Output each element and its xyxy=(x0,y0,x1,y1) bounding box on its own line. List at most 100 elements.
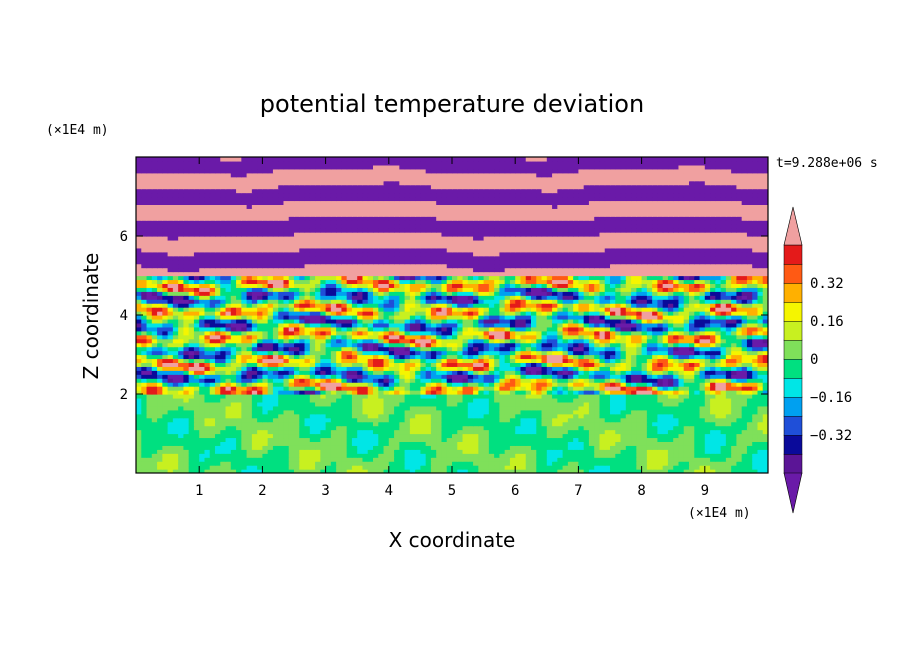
heatmap-cell xyxy=(241,437,248,442)
heatmap-cell xyxy=(515,311,522,316)
heatmap-cell xyxy=(520,354,527,360)
heatmap-cell xyxy=(383,461,390,466)
heatmap-cell xyxy=(351,425,358,431)
heatmap-cell xyxy=(373,401,379,407)
heatmap-cell xyxy=(294,405,300,411)
heatmap-cell xyxy=(241,378,248,383)
heatmap-cell xyxy=(646,318,653,324)
heatmap-cell xyxy=(209,315,216,320)
heatmap-cell xyxy=(251,342,258,348)
heatmap-cell xyxy=(309,330,316,336)
heatmap-cell xyxy=(552,311,558,316)
heatmap-cell xyxy=(162,307,169,312)
heatmap-cell xyxy=(441,326,448,332)
heatmap-cell xyxy=(573,390,579,395)
heatmap-cell xyxy=(415,307,421,312)
heatmap-cell xyxy=(578,311,585,316)
heatmap-cell xyxy=(294,457,300,462)
heatmap-cell xyxy=(315,366,321,371)
heatmap-cell xyxy=(225,386,232,391)
heatmap-cell xyxy=(452,382,458,387)
heatmap-cell xyxy=(404,425,411,431)
heatmap-cell xyxy=(604,378,611,383)
heatmap-cell xyxy=(646,378,653,383)
heatmap-cell xyxy=(583,366,590,371)
heatmap-cell xyxy=(483,378,490,383)
heatmap-cell xyxy=(631,405,637,411)
heatmap-cell xyxy=(520,441,527,446)
heatmap-cell xyxy=(504,334,511,340)
heatmap-cell xyxy=(367,358,374,363)
heatmap-cell xyxy=(157,457,163,462)
heatmap-cell xyxy=(588,378,595,383)
heatmap-cell xyxy=(704,405,711,411)
heatmap-cell xyxy=(251,469,258,473)
heatmap-cell xyxy=(236,346,242,352)
heatmap-cell xyxy=(604,338,611,344)
heatmap-cell xyxy=(278,425,285,431)
heatmap-cell xyxy=(272,362,279,367)
heatmap-cell xyxy=(278,311,285,316)
heatmap-cell xyxy=(151,334,158,340)
heatmap-cell xyxy=(483,326,490,332)
heatmap-cell xyxy=(736,437,743,442)
heatmap-cell xyxy=(552,346,558,352)
heatmap-cell xyxy=(215,374,221,379)
heatmap-cell xyxy=(462,322,469,328)
heatmap-cell xyxy=(204,465,211,470)
heatmap-cell xyxy=(183,405,190,411)
heatmap-cell xyxy=(473,437,479,442)
heatmap-cell xyxy=(193,461,200,466)
heatmap-cell xyxy=(667,457,674,462)
heatmap-cell xyxy=(488,425,495,431)
heatmap-cell xyxy=(536,449,543,454)
heatmap-cell xyxy=(146,311,153,316)
heatmap-cell xyxy=(531,318,537,324)
heatmap-cell xyxy=(404,318,411,324)
heatmap-cell xyxy=(425,326,432,332)
heatmap-cell xyxy=(573,315,579,320)
heatmap-cell xyxy=(757,405,764,411)
heatmap-cell xyxy=(441,334,448,340)
heatmap-cell xyxy=(193,397,200,403)
heatmap-cell xyxy=(715,370,722,375)
heatmap-cell xyxy=(541,437,548,442)
heatmap-cell xyxy=(541,417,548,423)
heatmap-cell xyxy=(146,315,153,320)
heatmap-cell xyxy=(394,425,400,431)
heatmap-cell xyxy=(425,421,432,427)
heatmap-cell xyxy=(188,461,195,466)
heatmap-cell xyxy=(204,334,211,340)
heatmap-cell xyxy=(357,397,364,403)
heatmap-cell xyxy=(578,429,585,435)
heatmap-cell xyxy=(736,370,743,375)
heatmap-cell xyxy=(657,390,664,395)
heatmap-cell xyxy=(294,374,300,379)
heatmap-cell xyxy=(483,394,490,399)
heatmap-cell xyxy=(488,330,495,336)
heatmap-cell xyxy=(167,311,174,316)
heatmap-cell xyxy=(394,405,400,411)
heatmap-cell xyxy=(583,342,590,348)
heatmap-cell xyxy=(546,366,553,371)
heatmap-cell xyxy=(262,346,269,352)
heatmap-cell xyxy=(541,401,548,407)
heatmap-cell xyxy=(567,354,574,360)
heatmap-cell xyxy=(167,457,174,462)
heatmap-cell xyxy=(141,453,148,458)
heatmap-cell xyxy=(683,322,690,328)
heatmap-cell xyxy=(241,429,248,435)
heatmap-cell xyxy=(557,318,564,324)
heatmap-cell xyxy=(315,465,321,470)
heatmap-cell xyxy=(604,362,611,367)
heatmap-cell xyxy=(251,401,258,407)
heatmap-cell xyxy=(278,409,285,415)
heatmap-cell xyxy=(588,315,595,320)
heatmap-cell xyxy=(578,465,585,470)
heatmap-cell xyxy=(388,362,395,367)
heatmap-cell xyxy=(283,433,290,439)
heatmap-cell xyxy=(257,315,263,320)
heatmap-cell xyxy=(741,370,748,375)
heatmap-cell xyxy=(573,413,579,419)
heatmap-cell xyxy=(710,405,716,411)
